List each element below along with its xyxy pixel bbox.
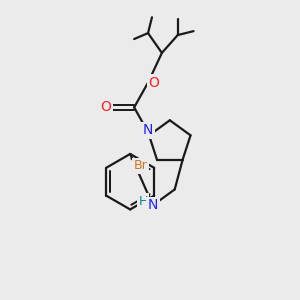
Text: N: N [143,123,153,137]
Text: N: N [143,123,153,137]
Text: N: N [148,198,158,212]
Text: Br: Br [134,159,147,172]
Text: O: O [100,100,111,114]
Text: O: O [148,76,159,90]
Text: H: H [138,195,148,208]
